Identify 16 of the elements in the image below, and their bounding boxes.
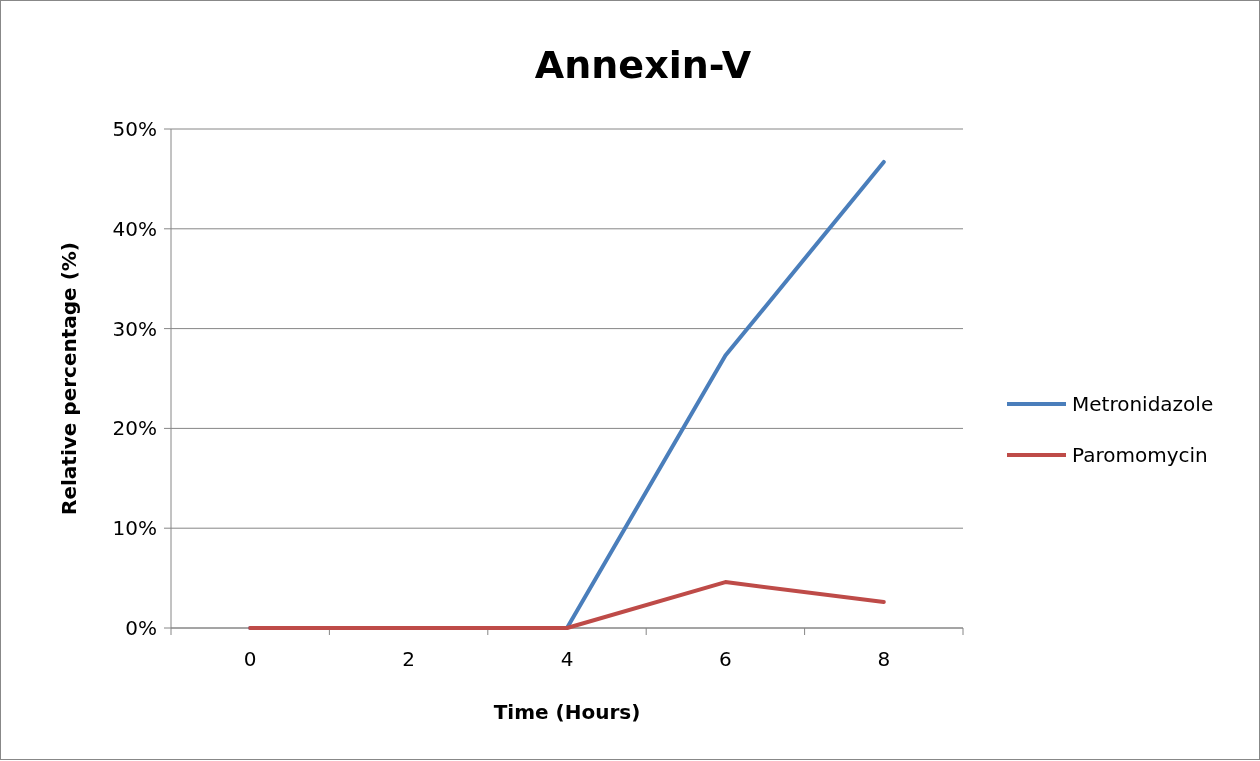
legend-label: Paromomycin bbox=[1072, 443, 1208, 467]
y-tick-label: 50% bbox=[112, 117, 157, 141]
legend-label: Metronidazole bbox=[1072, 392, 1214, 416]
y-tick-label: 40% bbox=[112, 216, 157, 241]
x-tick-label: 0 bbox=[243, 647, 257, 671]
x-tick-label: 8 bbox=[877, 647, 891, 671]
y-tick-label: 30% bbox=[112, 316, 157, 341]
x-axis-title: Time (Hours) bbox=[493, 700, 641, 724]
y-tick-label: 10% bbox=[112, 516, 157, 541]
chart-title: Annexin-V bbox=[534, 43, 752, 87]
y-tick-label: 20% bbox=[112, 416, 157, 441]
y-tick-label: 0% bbox=[125, 616, 157, 640]
x-tick-label: 2 bbox=[402, 647, 415, 671]
x-tick-label: 4 bbox=[560, 647, 574, 671]
y-axis-title: Relative percentage (%) bbox=[57, 242, 81, 515]
x-tick-label: 6 bbox=[719, 647, 732, 671]
